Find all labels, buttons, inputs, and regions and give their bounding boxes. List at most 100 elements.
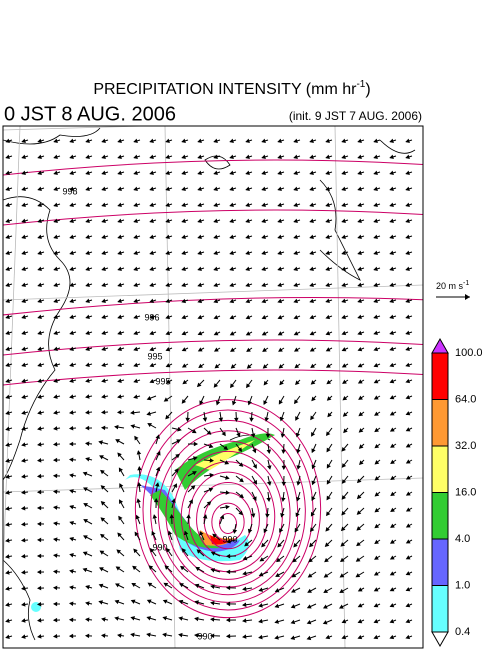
wind-arrow-head	[133, 234, 138, 240]
wind-arrow-head	[357, 298, 362, 304]
colorbar-label: 100.0	[455, 347, 483, 359]
wind-arrow-head	[21, 234, 26, 240]
wind-arrow-head	[405, 154, 410, 160]
wind-arrow-head	[100, 633, 106, 638]
wind-arrow-head	[245, 170, 250, 176]
wind-arrow-head	[277, 234, 282, 240]
wind-arrow-head	[311, 448, 316, 454]
wind-arrow-head	[180, 565, 185, 571]
wind-arrow-head	[307, 573, 313, 578]
wind-arrow-head	[374, 539, 379, 545]
contour-label: 995	[155, 376, 170, 386]
wind-arrow-head	[325, 234, 330, 240]
wind-arrow-head	[83, 487, 88, 492]
wind-arrow-head	[197, 347, 203, 352]
wind-arrow-head	[21, 410, 26, 415]
wind-arrow-head	[341, 138, 346, 144]
wind-arrow-head	[293, 298, 299, 304]
isobar	[150, 419, 306, 603]
wind-arrow-head	[258, 634, 263, 640]
wind-arrow-head	[199, 400, 204, 406]
wind-arrow-head	[176, 439, 182, 444]
wind-arrow-head	[213, 186, 218, 192]
grid-line	[3, 284, 423, 301]
wind-arrow-head	[373, 298, 378, 304]
wind-arrow-head	[341, 463, 347, 468]
wind-arrow-head	[53, 202, 58, 208]
wind-arrow-head	[5, 378, 10, 384]
wind-arrow-head	[53, 138, 58, 144]
wind-arrow-head	[341, 154, 346, 160]
wind-arrow-head	[374, 443, 380, 449]
wind-arrow-head	[21, 170, 26, 176]
wind-arrow-head	[99, 567, 104, 572]
wind-arrow-head	[373, 250, 378, 256]
wind-arrow-head	[165, 314, 171, 320]
wind-arrow-head	[69, 394, 74, 399]
wind-arrow-head	[295, 380, 300, 385]
wind-arrow-head	[405, 618, 411, 624]
wind-arrow-head	[339, 573, 345, 578]
wind-arrow-head	[245, 266, 250, 272]
wind-arrow-head	[133, 378, 138, 384]
wind-arrow-head	[311, 432, 316, 437]
wind-arrow-head	[99, 550, 105, 555]
wind-arrow-head	[188, 499, 193, 504]
map-area: 998 996 995 995 990 990 990	[3, 126, 423, 648]
wind-arrow-head	[198, 363, 203, 369]
wind-arrow-head	[195, 567, 201, 572]
wind-arrow-head	[146, 396, 152, 401]
wind-arrow-head	[277, 186, 282, 192]
wind-arrow-head	[21, 634, 26, 639]
wind-arrow-head	[322, 620, 328, 625]
wind-arrow-head	[356, 494, 362, 500]
wind-arrow-head	[263, 400, 268, 406]
wind-arrow-head	[405, 394, 411, 400]
wind-arrow-head	[166, 547, 171, 553]
contour-label: 996	[144, 312, 159, 322]
wind-arrow-head	[149, 234, 154, 240]
wind-arrow-head	[277, 218, 282, 224]
wind-arrow-head	[341, 282, 346, 288]
wind-arrow-head	[5, 442, 10, 447]
wind-arrow-head	[5, 170, 10, 176]
wind-arrow-head	[389, 314, 394, 320]
wind-arrow-head	[181, 314, 187, 320]
wind-arrow-head	[225, 601, 231, 607]
wind-arrow-head	[213, 331, 219, 336]
wind-arrow-head	[98, 583, 104, 588]
wind-arrow-head	[69, 154, 74, 160]
wind-arrow-head	[390, 491, 395, 497]
wind-arrow-head	[5, 298, 10, 304]
wind-arrow-head	[357, 587, 363, 592]
wind-arrow-head	[293, 542, 298, 548]
wind-arrow-head	[5, 602, 10, 607]
wind-arrow-head	[100, 409, 106, 415]
wind-arrow-head	[156, 450, 161, 456]
wind-arrow-head	[324, 542, 330, 547]
wind-arrow-head	[311, 396, 316, 402]
wind-arrow-head	[37, 346, 42, 352]
wind-arrow-head	[68, 441, 74, 447]
wind-arrow-head	[279, 416, 285, 422]
wind-arrow-head	[36, 537, 42, 543]
wind-arrow-head	[20, 537, 26, 543]
wind-arrow-head	[165, 202, 170, 208]
wind-arrow-head	[390, 459, 395, 464]
wind-arrow-head	[21, 586, 26, 591]
wind-arrow-head	[117, 170, 122, 176]
wind-arrow-head	[21, 314, 26, 320]
wind-arrow-head	[342, 412, 348, 417]
wind-arrow-head	[252, 479, 258, 485]
wind-arrow-head	[230, 383, 235, 389]
colorbar-label: 4.0	[455, 533, 470, 545]
wind-arrow-head	[69, 346, 74, 351]
wind-arrow-head	[69, 186, 74, 192]
wind-arrow-head	[175, 453, 180, 459]
wind-arrow-head	[326, 511, 331, 517]
wind-arrow-head	[323, 588, 329, 593]
wind-arrow-head	[69, 569, 74, 574]
wind-arrow-head	[117, 362, 122, 368]
wind-arrow-head	[21, 330, 26, 336]
wind-arrow-head	[250, 513, 256, 518]
